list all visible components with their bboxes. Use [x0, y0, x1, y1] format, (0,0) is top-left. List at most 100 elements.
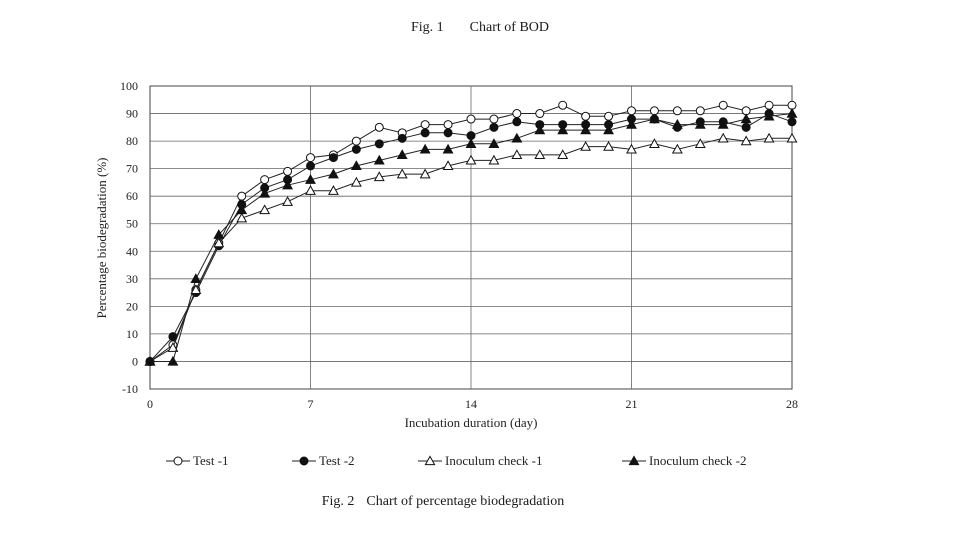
y-tick-label: 0 — [132, 354, 138, 368]
data-point — [443, 128, 453, 138]
data-point — [282, 196, 294, 206]
legend-marker — [173, 456, 183, 466]
data-point — [694, 138, 706, 149]
data-point — [144, 355, 156, 366]
data-point — [489, 122, 499, 132]
data-point — [763, 132, 775, 143]
data-point — [374, 139, 384, 149]
data-point — [305, 174, 316, 184]
x-tick-label: 21 — [626, 397, 638, 411]
x-tick-label: 28 — [786, 397, 798, 411]
data-point — [350, 160, 362, 171]
y-tick-label: 50 — [126, 217, 138, 231]
legend: Test -1 Test -2 Inoculum check -1 Inoculum … — [166, 453, 746, 468]
data-point — [397, 133, 407, 143]
data-point — [717, 118, 729, 129]
legend-marker — [299, 456, 309, 466]
figure-bottom-caption: Fig. 2 Chart of percentage biodegradation — [0, 494, 886, 510]
data-point — [648, 138, 660, 149]
data-point — [283, 166, 293, 176]
data-point — [741, 122, 751, 132]
data-point — [534, 149, 546, 160]
y-tick-label: 60 — [126, 189, 138, 203]
data-point — [237, 191, 247, 201]
data-point — [442, 143, 454, 154]
series-3 — [144, 132, 798, 366]
y-axis-label: Percentage biodegradation (%) — [94, 158, 109, 319]
data-point — [465, 138, 477, 149]
data-point — [489, 114, 499, 124]
data-point — [420, 128, 430, 138]
data-point — [351, 136, 361, 146]
data-point — [580, 124, 592, 135]
data-point — [603, 124, 615, 135]
data-point — [764, 100, 774, 110]
data-point — [213, 237, 225, 248]
grid-lines — [150, 86, 792, 389]
data-point — [190, 284, 202, 295]
figure-top-title: Chart of BOD — [469, 20, 549, 35]
data-point — [373, 154, 385, 165]
data-point — [327, 168, 339, 179]
legend-item: Test -1 — [166, 453, 229, 468]
x-axis-label: Incubation duration (day) — [405, 415, 538, 430]
data-point — [466, 114, 476, 124]
data-point — [604, 111, 614, 121]
data-point — [740, 113, 752, 124]
series-4 — [144, 107, 798, 366]
legend-label: Test -2 — [319, 453, 355, 468]
data-point — [420, 120, 430, 130]
data-point — [581, 111, 591, 121]
data-point — [465, 154, 477, 165]
data-point — [259, 204, 271, 215]
figure-top-number: Fig. 1 — [410, 20, 444, 35]
legend-label: Test -1 — [193, 453, 229, 468]
data-point — [419, 168, 431, 179]
data-point — [786, 132, 798, 143]
data-point — [259, 187, 271, 198]
y-tick-label: 100 — [120, 79, 138, 93]
data-point — [260, 175, 270, 185]
data-point — [534, 124, 546, 135]
data-point — [419, 143, 431, 154]
y-tick-label: 70 — [126, 162, 138, 176]
figure-top-caption: Fig. 1 Chart of BOD — [0, 20, 960, 36]
data-point — [374, 122, 384, 132]
data-point — [558, 100, 568, 110]
data-point — [671, 143, 683, 154]
data-point — [350, 176, 362, 187]
data-point — [443, 120, 453, 130]
data-point — [511, 149, 523, 160]
data-point — [717, 132, 729, 143]
data-point — [671, 118, 683, 129]
legend-marker — [628, 455, 640, 466]
data-point — [740, 135, 752, 146]
data-point — [557, 149, 569, 160]
data-point — [626, 143, 637, 154]
data-point — [396, 168, 408, 179]
data-point — [167, 355, 179, 366]
data-point — [511, 132, 523, 143]
y-tick-label: 30 — [126, 272, 138, 286]
data-point — [648, 113, 660, 124]
data-point — [167, 342, 179, 352]
data-point — [488, 154, 500, 165]
legend-item: Inoculum check -2 — [622, 453, 746, 468]
data-point — [306, 161, 315, 171]
y-tick-label: 90 — [126, 107, 138, 121]
legend-marker — [424, 455, 436, 466]
data-point — [626, 118, 637, 129]
data-point — [488, 138, 500, 149]
series-1 — [145, 100, 797, 366]
data-point — [327, 185, 339, 195]
y-tick-label: 20 — [126, 299, 138, 313]
data-point — [282, 179, 294, 190]
y-tick-label: 80 — [126, 134, 138, 148]
data-point — [213, 229, 225, 239]
legend-label: Inoculum check -2 — [649, 453, 746, 468]
data-point — [695, 106, 705, 116]
y-tick-label: 40 — [126, 244, 138, 258]
data-point — [603, 140, 615, 151]
data-point — [373, 171, 385, 182]
figure-bottom-number: Fig. 2 — [321, 494, 355, 509]
